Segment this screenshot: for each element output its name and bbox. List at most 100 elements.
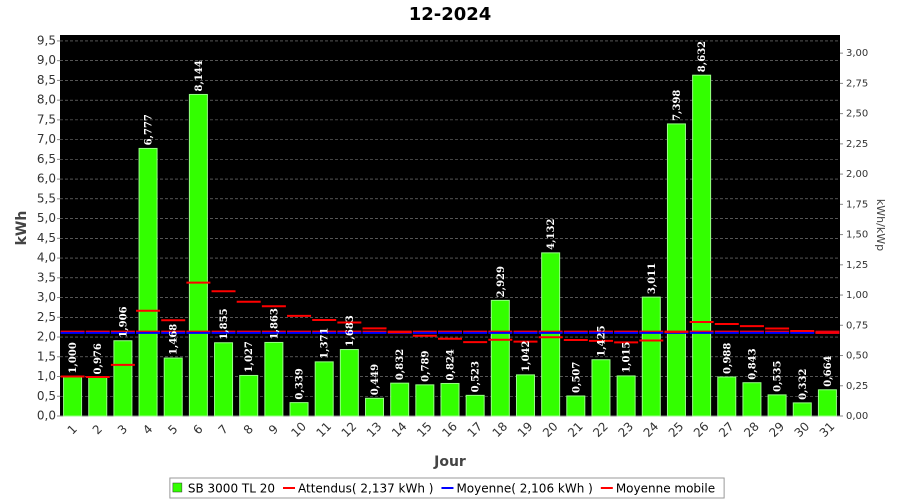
x-tick-label: 24 <box>641 419 662 440</box>
y-tick-label: 3,5 <box>37 270 56 284</box>
y-tick-label: 2,5 <box>37 310 56 324</box>
bar <box>692 74 712 417</box>
x-tick-label: 29 <box>766 419 787 440</box>
y-tick-label: 3,0 <box>37 290 56 304</box>
value-label: 0,535 <box>773 361 784 392</box>
y2-tick-label: 0,25 <box>846 381 868 392</box>
x-tick-label: 9 <box>266 422 281 437</box>
x-tick-label: 14 <box>389 419 410 440</box>
bar <box>792 402 812 417</box>
x-tick-label: 2 <box>90 422 105 437</box>
y-tick-label: 8,5 <box>37 73 56 87</box>
value-label: 1,027 <box>244 341 255 372</box>
value-label: 8,632 <box>697 41 708 72</box>
bar <box>138 147 158 417</box>
value-label: 1,683 <box>345 315 356 346</box>
value-label: 0,664 <box>823 355 834 386</box>
bar <box>188 93 208 417</box>
value-label: 1,371 <box>320 328 331 359</box>
bar <box>239 374 259 417</box>
value-label: 0,843 <box>747 348 758 379</box>
y-tick-label: 4,0 <box>37 251 56 265</box>
x-tick-label: 23 <box>615 419 636 440</box>
value-label: 1,855 <box>219 308 230 339</box>
y2-tick-label: 0,50 <box>846 351 868 362</box>
legend-label: SB 3000 TL 20 <box>188 482 275 496</box>
y-tick-label: 8,0 <box>37 93 56 107</box>
y2-tick-label: 2,50 <box>846 109 868 120</box>
bar <box>641 296 661 417</box>
bar <box>390 382 410 417</box>
y-axis-label: kWh <box>14 211 30 246</box>
y-tick-label: 5,0 <box>37 211 56 225</box>
y-tick-label: 9,5 <box>37 33 56 47</box>
y-tick-label: 9,0 <box>37 53 56 67</box>
bar <box>666 123 686 417</box>
bar <box>515 374 535 417</box>
value-label: 0,507 <box>571 362 582 393</box>
y2-tick-label: 0,75 <box>846 320 868 331</box>
x-tick-label: 10 <box>288 419 309 440</box>
y2-tick-label: 2,00 <box>846 169 868 180</box>
y-tick-label: 7,5 <box>37 112 56 126</box>
legend-label: Moyenne mobile <box>616 482 715 496</box>
bar <box>314 361 334 417</box>
bar <box>440 382 460 417</box>
x-tick-label: 25 <box>666 419 687 440</box>
x-tick-label: 27 <box>716 419 737 440</box>
x-tick-label: 6 <box>190 422 205 437</box>
y-tick-label: 7,0 <box>37 132 56 146</box>
value-label: 0,832 <box>395 349 406 380</box>
value-label: 1,906 <box>118 306 129 337</box>
value-label: 1,468 <box>169 324 180 355</box>
value-label: 0,988 <box>722 343 733 374</box>
value-label: 1,015 <box>622 342 633 373</box>
value-label: 1,000 <box>68 342 79 373</box>
x-tick-label: 28 <box>741 419 762 440</box>
x-tick-label: 22 <box>590 419 611 440</box>
x-tick-label: 5 <box>165 422 180 437</box>
x-axis-label: Jour <box>433 454 466 470</box>
bar <box>616 375 636 417</box>
y2-tick-label: 2,75 <box>846 78 868 89</box>
y-tick-label: 0,0 <box>37 409 56 423</box>
x-tick-label: 26 <box>691 419 712 440</box>
value-label: 2,929 <box>496 266 507 297</box>
y2-tick-label: 1,25 <box>846 260 868 271</box>
x-tick-label: 30 <box>792 419 813 440</box>
x-tick-label: 21 <box>565 419 586 440</box>
x-tick-label: 31 <box>817 419 838 440</box>
value-label: 3,011 <box>647 263 658 294</box>
x-tick-label: 8 <box>241 422 256 437</box>
legend-label: Attendus( 2,137 kWh ) <box>298 482 433 496</box>
bar <box>163 357 183 417</box>
chart-title: 12-2024 <box>409 4 492 25</box>
bar <box>490 299 510 417</box>
y2-tick-label: 1,50 <box>846 230 868 241</box>
legend-label: Moyenne( 2,106 kWh ) <box>456 482 592 496</box>
bar <box>88 376 108 417</box>
x-tick-label: 15 <box>414 419 435 440</box>
y-tick-label: 5,5 <box>37 191 56 205</box>
bar <box>415 384 435 417</box>
bar <box>365 397 385 417</box>
x-tick-label: 18 <box>490 419 511 440</box>
bar <box>289 402 309 417</box>
x-tick-label: 3 <box>115 422 130 437</box>
legend: SB 3000 TL 20 Attendus( 2,137 kWh ) Moyenn… <box>169 477 725 499</box>
value-label: 0,332 <box>798 369 809 400</box>
value-label: 6,777 <box>144 114 155 145</box>
value-label: 0,789 <box>420 350 431 381</box>
value-label: 0,976 <box>93 343 104 374</box>
x-tick-label: 11 <box>313 419 334 440</box>
bar <box>465 394 485 417</box>
bar <box>591 359 611 417</box>
y2-axis-label: kWh/kWp <box>874 199 887 251</box>
y2-tick-label: 3,00 <box>846 48 868 59</box>
x-tick-label: 7 <box>216 422 231 437</box>
y-tick-label: 4,5 <box>37 231 56 245</box>
x-tick-label: 1 <box>65 422 80 437</box>
x-tick-label: 17 <box>464 419 485 440</box>
